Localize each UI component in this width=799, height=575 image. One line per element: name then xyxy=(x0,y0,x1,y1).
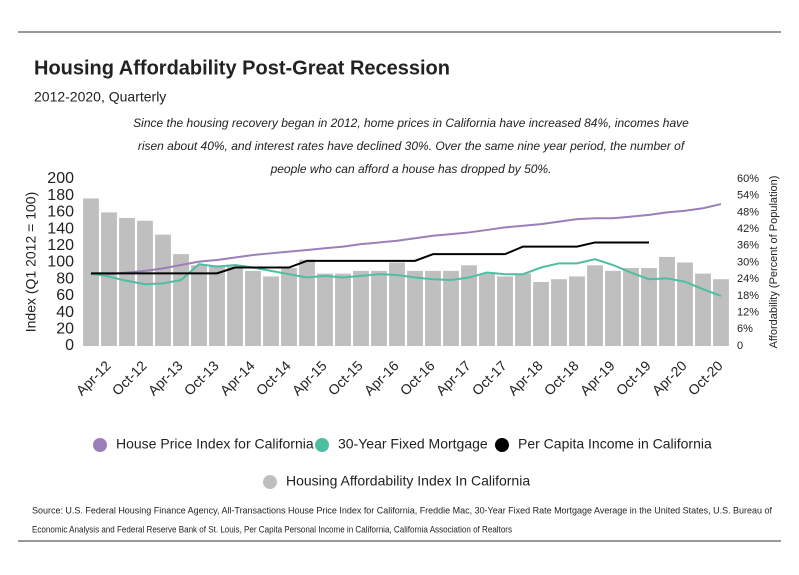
legend-label: House Price Index for California xyxy=(116,436,314,452)
line xyxy=(90,258,722,297)
x-tick-label: Apr-15 xyxy=(289,357,330,398)
bar xyxy=(551,279,567,346)
source: Economic Analysis and Federal Reserve Ba… xyxy=(32,524,512,534)
x-tick-label: Oct-19 xyxy=(613,357,654,398)
legend-marker xyxy=(263,475,277,489)
bar xyxy=(407,270,423,346)
x-tick-label: Oct-12 xyxy=(109,357,150,398)
y2-tick-label: 42% xyxy=(737,223,759,235)
line xyxy=(91,241,649,275)
y-tick-label: 20 xyxy=(56,321,74,338)
y2-tick-label: 18% xyxy=(737,290,759,302)
chart-title: Housing Affordability Post-Great Recessi… xyxy=(34,57,450,79)
x-tick-label: Apr-18 xyxy=(505,357,546,398)
bar xyxy=(443,270,459,346)
legend-marker xyxy=(495,438,509,452)
line xyxy=(91,203,722,276)
bar xyxy=(569,276,585,346)
y-axis-label: Index (Q1 2012 = 100) xyxy=(23,192,39,333)
bar xyxy=(191,265,207,346)
legend-label: Per Capita Income in California xyxy=(518,436,712,452)
x-tick-label: Apr-20 xyxy=(649,357,690,398)
y2-tick-label: 12% xyxy=(737,307,759,319)
bar xyxy=(281,268,297,346)
bar xyxy=(641,268,657,346)
bar xyxy=(677,262,693,346)
x-tick-label: Apr-17 xyxy=(433,357,474,398)
x-tick-label: Oct-14 xyxy=(253,357,294,398)
y-tick-label: 60 xyxy=(56,287,74,304)
x-tick-label: Oct-13 xyxy=(181,357,222,398)
bar xyxy=(371,270,387,346)
annotation: people who can afford a house has droppe… xyxy=(270,162,552,176)
bar xyxy=(533,281,549,346)
bar xyxy=(587,265,603,346)
bar xyxy=(299,259,315,346)
y2-tick-label: 0 xyxy=(737,340,743,352)
bar xyxy=(389,262,405,346)
y-tick-label: 80 xyxy=(56,270,74,287)
bar xyxy=(155,234,171,346)
x-tick-label: Oct-16 xyxy=(397,357,438,398)
bar xyxy=(227,265,243,346)
bar xyxy=(353,270,369,346)
legend-marker xyxy=(93,438,107,452)
x-tick-label: Apr-16 xyxy=(361,357,402,398)
bar xyxy=(119,217,135,346)
legend-label: Housing Affordability Index In Californi… xyxy=(286,473,530,489)
x-tick-label: Apr-12 xyxy=(73,357,114,398)
y-tick-label: 100 xyxy=(47,254,74,271)
x-tick-label: Oct-15 xyxy=(325,357,366,398)
bar xyxy=(497,276,513,346)
bar xyxy=(623,268,639,346)
bar xyxy=(245,270,261,346)
bar xyxy=(83,198,99,346)
y2-tick-label: 36% xyxy=(737,240,759,252)
bar xyxy=(659,256,675,346)
bar xyxy=(515,273,531,346)
bar xyxy=(209,265,225,346)
chart-subtitle: 2012-2020, Quarterly xyxy=(34,89,166,105)
x-tick-label: Oct-18 xyxy=(541,357,582,398)
annotation: Since the housing recovery began in 2012… xyxy=(133,116,689,130)
bar xyxy=(101,212,117,346)
source: Source: U.S. Federal Housing Finance Age… xyxy=(32,505,772,515)
bar xyxy=(425,270,441,346)
y2-tick-label: 48% xyxy=(737,206,759,218)
y-tick-label: 120 xyxy=(47,237,74,254)
bar xyxy=(335,273,351,346)
bar xyxy=(695,273,711,346)
legend-marker xyxy=(315,438,329,452)
y-tick-label: 200 xyxy=(47,170,74,187)
y2-tick-label: 54% xyxy=(737,190,759,202)
bar xyxy=(713,279,729,346)
y-tick-label: 140 xyxy=(47,220,74,237)
x-tick-label: Oct-20 xyxy=(685,357,726,398)
bar xyxy=(605,270,621,346)
annotation: risen about 40%, and interest rates have… xyxy=(138,139,686,153)
bar xyxy=(263,276,279,346)
x-tick-label: Apr-14 xyxy=(217,357,258,398)
y-tick-label: 40 xyxy=(56,304,74,321)
bar xyxy=(479,273,495,346)
y2-tick-label: 60% xyxy=(737,173,759,185)
y-tick-label: 0 xyxy=(65,337,74,354)
y2-tick-label: 6% xyxy=(737,323,753,335)
y2-axis-label: Affordability (Percent of Population) xyxy=(768,176,780,349)
bar xyxy=(317,273,333,346)
y-tick-label: 180 xyxy=(47,187,74,204)
x-tick-label: Oct-17 xyxy=(469,357,510,398)
legend-label: 30-Year Fixed Mortgage xyxy=(338,436,488,452)
y2-tick-label: 24% xyxy=(737,273,759,285)
y-tick-label: 160 xyxy=(47,204,74,221)
x-tick-label: Apr-19 xyxy=(577,357,618,398)
bar xyxy=(461,265,477,346)
x-tick-label: Apr-13 xyxy=(145,357,186,398)
y2-tick-label: 30% xyxy=(737,256,759,268)
bar xyxy=(173,254,189,346)
